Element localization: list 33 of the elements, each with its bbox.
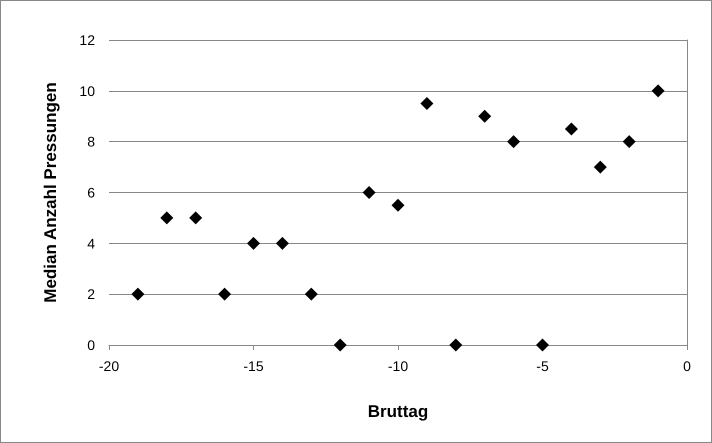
- y-tick-label: 12: [79, 32, 96, 48]
- y-tick-label: 4: [87, 235, 96, 252]
- x-tick-label: -10: [388, 358, 408, 374]
- point: [478, 110, 492, 123]
- x-axis-title: Bruttag: [368, 402, 428, 421]
- point: [420, 97, 434, 110]
- point: [304, 288, 318, 301]
- point: [392, 198, 404, 212]
- x-tick-label: -15: [243, 358, 264, 374]
- point: [160, 211, 174, 224]
- point: [507, 135, 520, 148]
- y-tick-label: 2: [87, 286, 96, 302]
- point: [622, 135, 636, 148]
- point: [189, 211, 202, 224]
- point: [564, 122, 578, 136]
- point: [276, 236, 289, 250]
- point: [594, 160, 607, 174]
- x-tick-label: 0: [683, 358, 692, 374]
- y-tick-label: 0: [87, 337, 96, 353]
- point: [652, 84, 665, 98]
- y-axis-title: Median Anzahl Pressungen: [41, 82, 60, 303]
- x-tick-label: -5: [536, 358, 549, 374]
- y-tick-label: 10: [79, 82, 96, 99]
- y-tick-label: 6: [87, 184, 96, 200]
- point: [218, 288, 232, 301]
- point: [131, 288, 144, 301]
- point: [536, 338, 549, 352]
- point: [362, 186, 376, 199]
- x-tick-label: -20: [98, 358, 120, 374]
- point: [247, 236, 260, 250]
- point: [449, 338, 462, 352]
- point: [334, 338, 347, 352]
- y-tick-label: 8: [87, 134, 96, 150]
